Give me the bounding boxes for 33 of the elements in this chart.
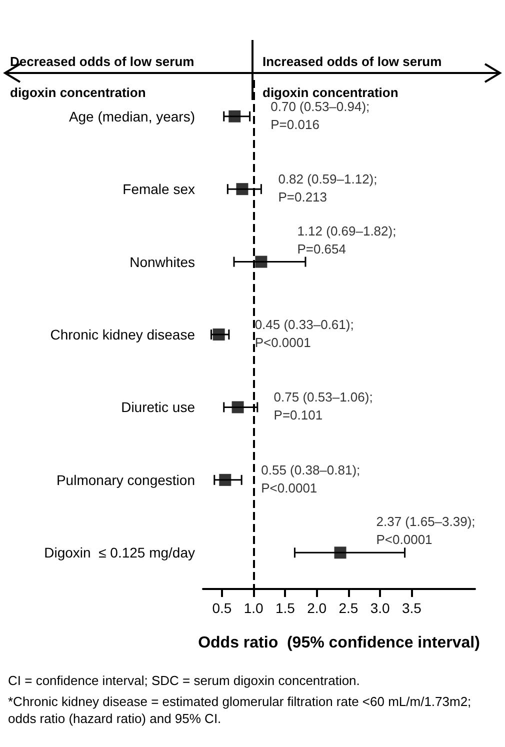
y-tick-label: Chronic kidney disease <box>50 326 196 342</box>
x-tick-label: 1.5 <box>276 600 296 616</box>
y-tick-label: Digoxin ≤ 0.125 mg/day <box>44 544 195 561</box>
y-tick-label: Female sex <box>122 181 195 198</box>
data-label: 0.55 (0.38–0.81); P<0.0001 <box>261 462 360 496</box>
data-label: 2.37 (1.65–3.39); P<0.0001 <box>376 514 476 548</box>
data-label: 0.45 (0.33–0.61); P<0.0001 <box>254 317 354 350</box>
point <box>219 474 232 486</box>
x-tick-label: 2.0 <box>307 600 327 616</box>
y-tick-label: Nonwhites <box>130 254 195 270</box>
data-label: 0.75 (0.53–1.06); P=0.101 <box>274 390 373 423</box>
x-axis-title: Odds ratio (95% confidence interval) <box>198 634 480 652</box>
point <box>236 183 248 196</box>
x-tick-label: 1.0 <box>244 600 264 616</box>
text: CI = confidence interval; SDC = serum digoxin concentration. <box>8 673 360 688</box>
data-label: 0.82 (0.59–1.12); P=0.213 <box>278 172 378 205</box>
text: Increased odds of low serum digoxin concentration <box>262 54 442 100</box>
text: *Chronic kidney disease = estimated glomerular filtration rate <60 mL/m/1.73m2; odds ratio (hazard ratio) and 95% CI. <box>8 694 475 726</box>
point <box>255 256 268 268</box>
point <box>334 546 346 559</box>
x-tick-label: 3.0 <box>370 600 390 616</box>
y-tick-label: Age (median, years) <box>68 108 195 124</box>
data-label: 0.70 (0.53–0.94); P=0.016 <box>270 98 370 132</box>
y-tick-label: Pulmonary congestion <box>56 472 195 488</box>
data-label: 1.12 (0.69–1.82); P=0.654 <box>297 223 396 256</box>
x-tick-label: 3.5 <box>402 600 422 616</box>
x-tick-label: 0.5 <box>212 600 232 616</box>
x-tick-label: 2.5 <box>338 600 358 616</box>
point <box>212 328 225 340</box>
y-tick-label: Diuretic use <box>121 399 196 416</box>
point <box>228 110 241 122</box>
point <box>232 401 244 414</box>
text: Decreased odds of low serum digoxin concentration <box>10 54 194 100</box>
